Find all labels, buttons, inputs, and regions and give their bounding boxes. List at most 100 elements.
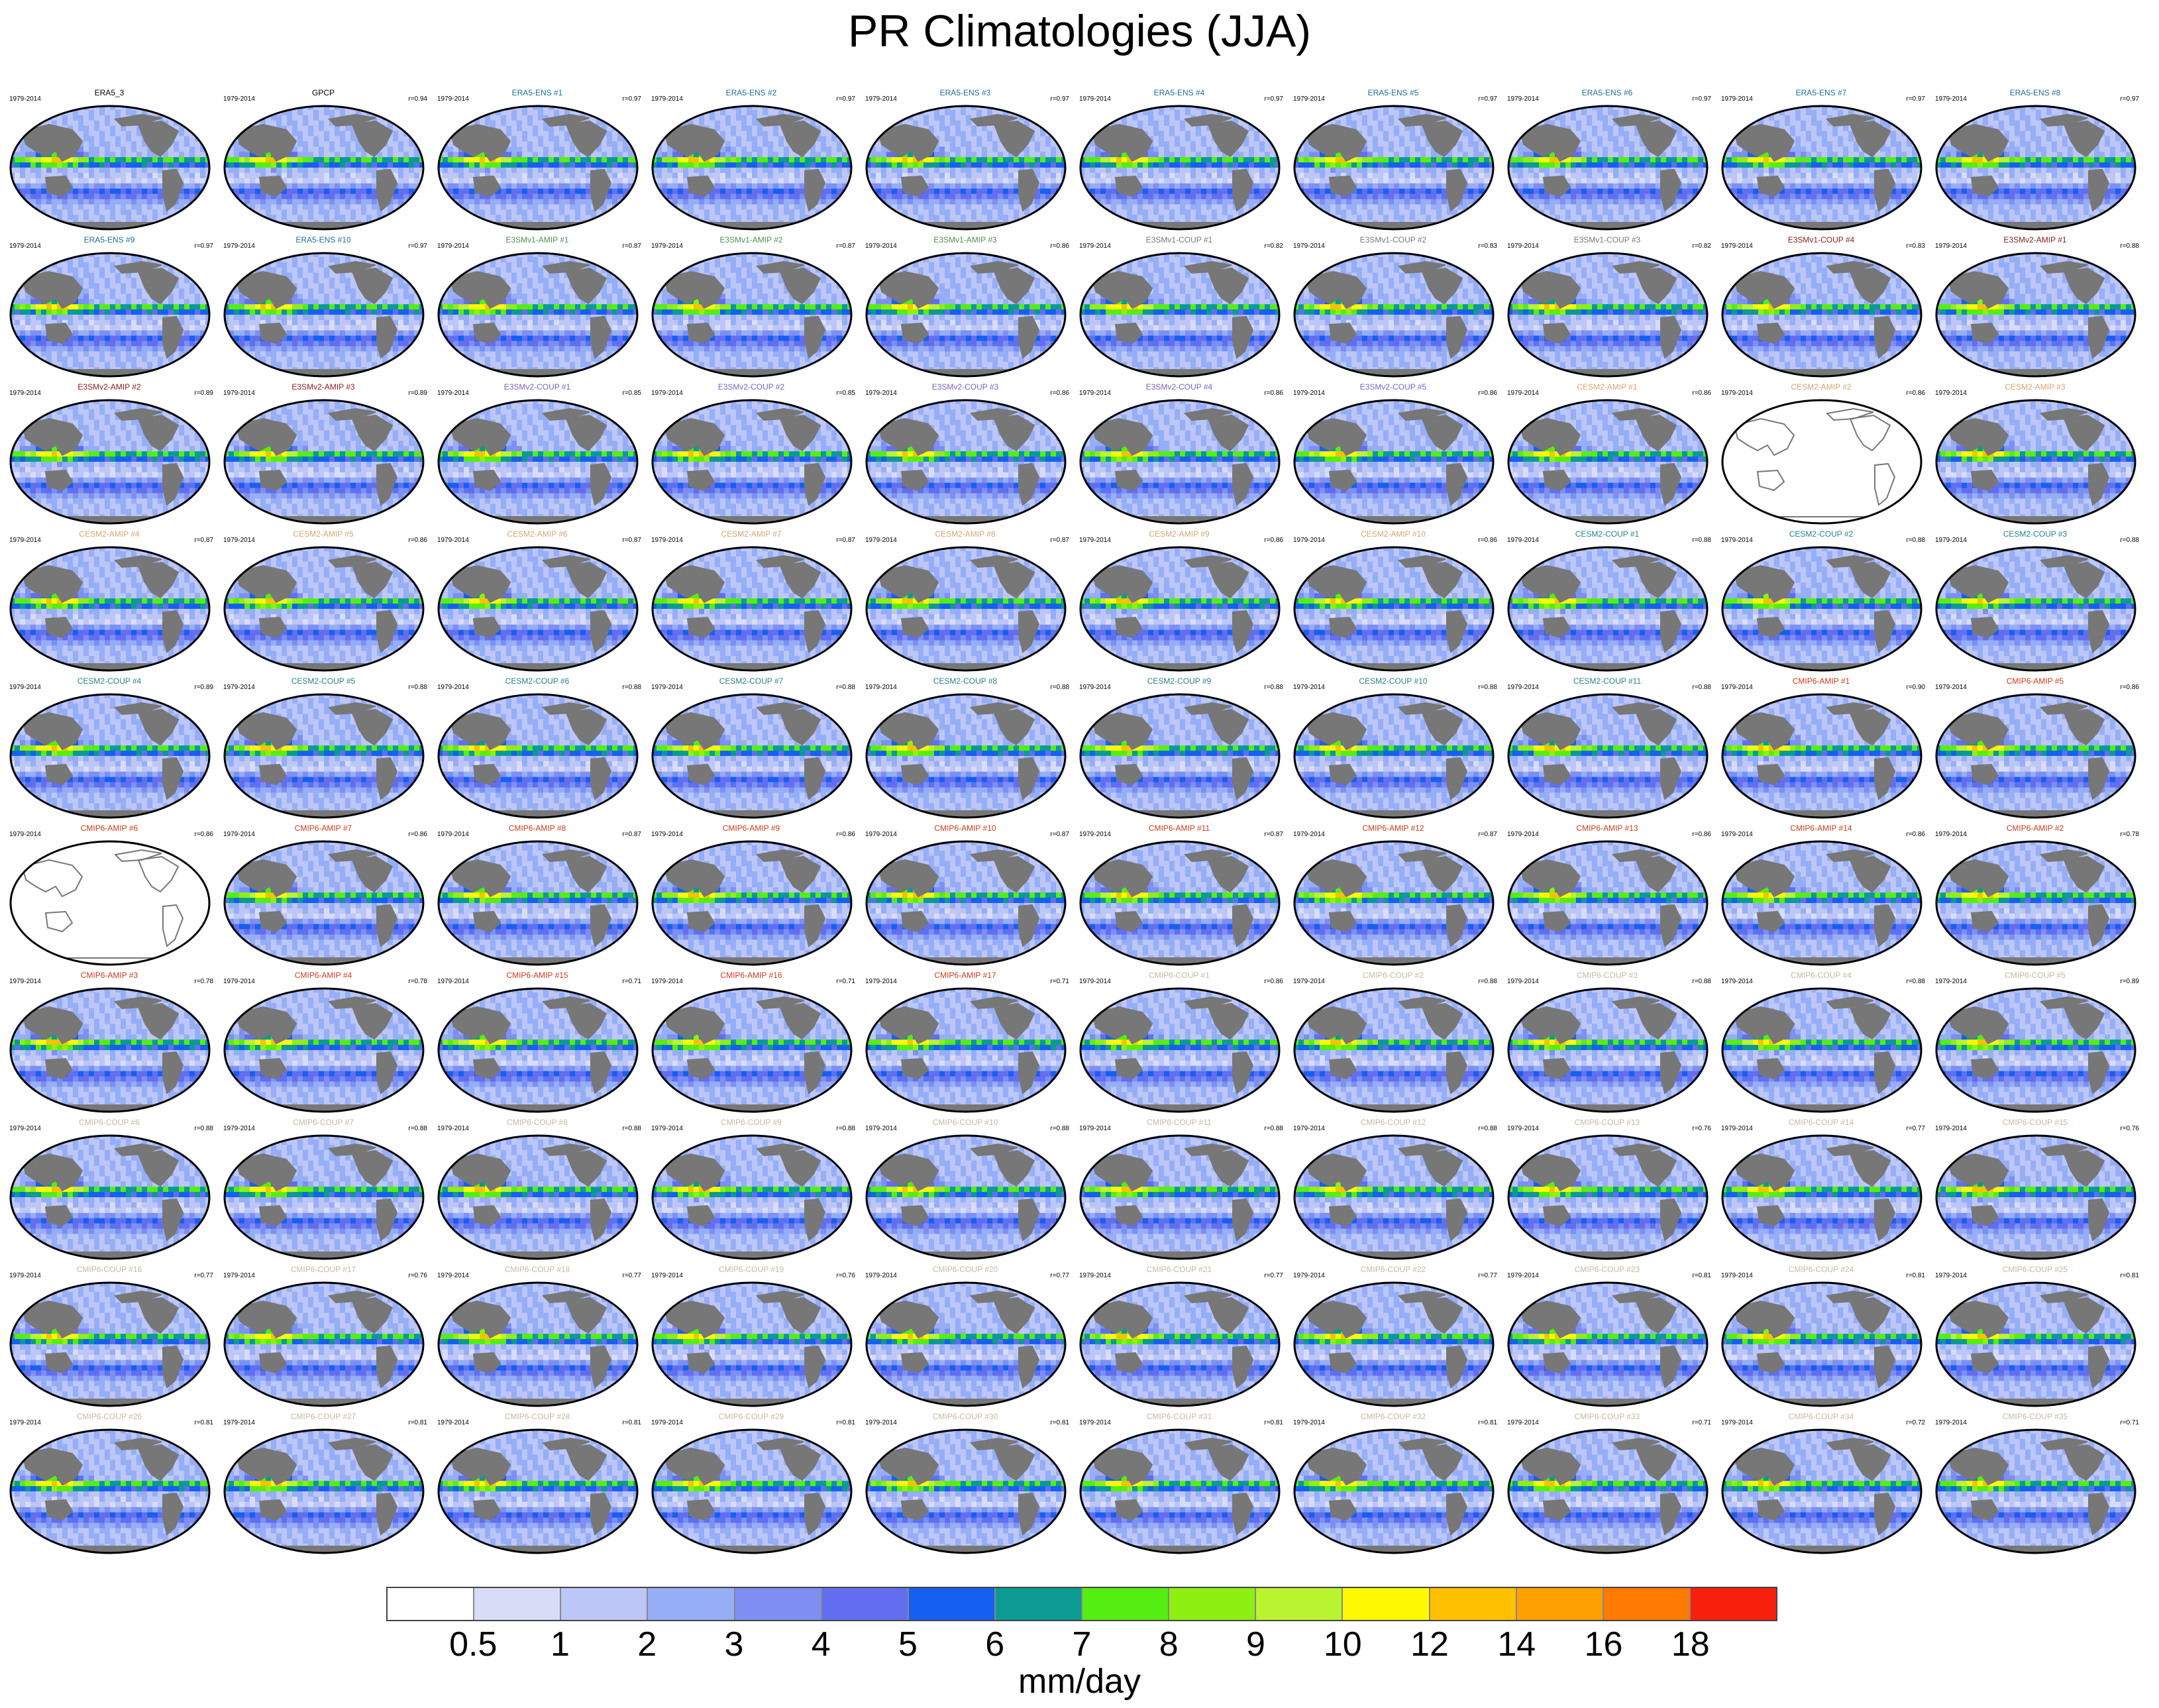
panel-correlation: r=0.77 [1264,1272,1283,1279]
panel-period: 1979-2014 [223,537,255,544]
panel-period: 1979-2014 [9,831,41,838]
colorbar-units: mm/day [0,1662,2159,1701]
globe-map [1935,252,2136,378]
panel-period: 1979-2014 [9,242,41,250]
globe-map [865,840,1067,966]
map-panel: E3SMv1-COUP #1 1979-2014 r=0.82 [1073,236,1286,383]
map-panel: CMIP6-AMIP #5 1979-2014 r=0.86 [1928,677,2142,824]
panel-correlation: r=0.86 [1050,242,1069,250]
panel-correlation: r=0.89 [408,390,427,397]
panel-correlation: r=0.76 [2120,1125,2139,1132]
panel-period: 1979-2014 [651,242,683,250]
map-panel: ERA5-ENS #3 1979-2014 r=0.97 [859,89,1072,236]
globe-map [1507,693,1709,819]
panel-correlation: r=0.86 [1264,390,1283,397]
map-panel: CMIP6-COUP #9 1979-2014 r=0.88 [645,1118,858,1265]
map-panel: CESM2-AMIP #6 1979-2014 r=0.87 [431,530,644,677]
globe-map [1721,1281,1922,1407]
panel-period: 1979-2014 [1721,95,1753,103]
map-panel: CMIP6-AMIP #2 1979-2014 r=0.78 [1928,824,2142,971]
globe-map [223,1134,425,1260]
map-panel: CMIP6-COUP #28 1979-2014 r=0.81 [431,1413,644,1560]
panel-correlation: r=0.86 [1906,831,1925,838]
globe-map [1721,840,1922,966]
colorbar-tick-label: 8 [1159,1625,1179,1664]
panel-correlation: r=0.88 [836,1125,855,1132]
globe-map [1507,105,1709,231]
globe-map [9,987,211,1113]
colorbar-swatch [474,1588,561,1620]
panel-period: 1979-2014 [1935,831,1967,838]
panel-correlation: r=0.85 [622,390,641,397]
panel-correlation: r=0.81 [1050,1419,1069,1426]
map-panel: ERA5-ENS #8 1979-2014 r=0.97 [1928,89,2142,236]
map-panel: CMIP6-COUP #29 1979-2014 r=0.81 [645,1413,858,1560]
panel-correlation: r=0.77 [1906,1125,1925,1132]
panel-correlation: r=0.89 [194,684,213,691]
map-panel: ERA5-ENS #5 1979-2014 r=0.97 [1287,89,1500,236]
panel-correlation: r=0.88 [1264,684,1283,691]
globe-map [1935,546,2136,672]
globe-map [1293,252,1495,378]
map-panel: CMIP6-COUP #26 1979-2014 r=0.81 [3,1413,216,1560]
panel-correlation: r=0.94 [408,95,427,103]
panel-period: 1979-2014 [651,1125,683,1132]
colorbar-swatch [735,1588,822,1620]
globe-map [437,1428,639,1554]
colorbar-swatch [561,1588,648,1620]
panel-correlation: r=0.87 [194,537,213,544]
map-panel: CMIP6-AMIP #9 1979-2014 r=0.86 [645,824,858,971]
globe-map [223,1281,425,1407]
globe-map [1293,1134,1495,1260]
panel-correlation: r=0.76 [408,1272,427,1279]
globe-map [437,1281,639,1407]
map-panel: CMIP6-COUP #23 1979-2014 r=0.81 [1501,1265,1714,1413]
globe-map [1507,1134,1709,1260]
map-panel: CMIP6-COUP #17 1979-2014 r=0.76 [217,1265,430,1413]
panel-period: 1979-2014 [1293,1419,1325,1426]
globe-map [9,1428,211,1554]
panel-correlation: r=0.81 [1478,1419,1497,1426]
globe-map [865,1428,1067,1554]
globe-map [1721,693,1922,819]
panel-correlation: r=0.86 [1264,978,1283,985]
globe-map [1079,1281,1281,1407]
panel-period: 1979-2014 [223,1419,255,1426]
panel-period: 1979-2014 [1721,1419,1753,1426]
map-panel: CMIP6-COUP #34 1979-2014 r=0.72 [1714,1413,1928,1560]
globe-map [865,987,1067,1113]
panel-period: 1979-2014 [1507,537,1539,544]
panel-period: 1979-2014 [1721,1125,1753,1132]
panel-correlation: r=0.82 [1692,242,1711,250]
map-panel: CMIP6-AMIP #17 1979-2014 r=0.71 [859,971,1072,1118]
panel-period: 1979-2014 [1935,1419,1967,1426]
panel-period: 1979-2014 [1721,390,1753,397]
panel-period: 1979-2014 [437,978,469,985]
map-panel: CMIP6-COUP #3 1979-2014 r=0.88 [1501,971,1714,1118]
panel-period: 1979-2014 [223,390,255,397]
map-panel: CESM2-COUP #10 1979-2014 r=0.88 [1287,677,1500,824]
globe-map [1721,252,1922,378]
map-panel: CMIP6-COUP #7 1979-2014 r=0.88 [217,1118,430,1265]
colorbar-tick-label: 7 [1073,1625,1092,1664]
panel-period: 1979-2014 [651,831,683,838]
panel-correlation: r=0.88 [1478,1125,1497,1132]
map-panel: ERA5_3 1979-2014 [3,89,216,236]
panel-correlation: r=0.88 [1692,978,1711,985]
panel-period: 1979-2014 [1721,242,1753,250]
panel-period: 1979-2014 [1293,537,1325,544]
globe-map [9,1281,211,1407]
panel-correlation: r=0.88 [2120,242,2139,250]
map-panel: ERA5-ENS #7 1979-2014 r=0.97 [1714,89,1928,236]
globe-map [865,546,1067,672]
globe-map [1935,1428,2136,1554]
globe-map [437,693,639,819]
panel-correlation: r=0.86 [1692,831,1711,838]
map-panel: CMIP6-COUP #8 1979-2014 r=0.88 [431,1118,644,1265]
map-panel: E3SMv1-AMIP #3 1979-2014 r=0.86 [859,236,1072,383]
globe-map [223,399,425,525]
map-panel: CESM2-COUP #1 1979-2014 r=0.88 [1501,530,1714,677]
map-panel: CESM2-COUP #3 1979-2014 r=0.88 [1928,530,2142,677]
panel-correlation: r=0.86 [1478,390,1497,397]
panel-correlation: r=0.72 [1906,1419,1925,1426]
